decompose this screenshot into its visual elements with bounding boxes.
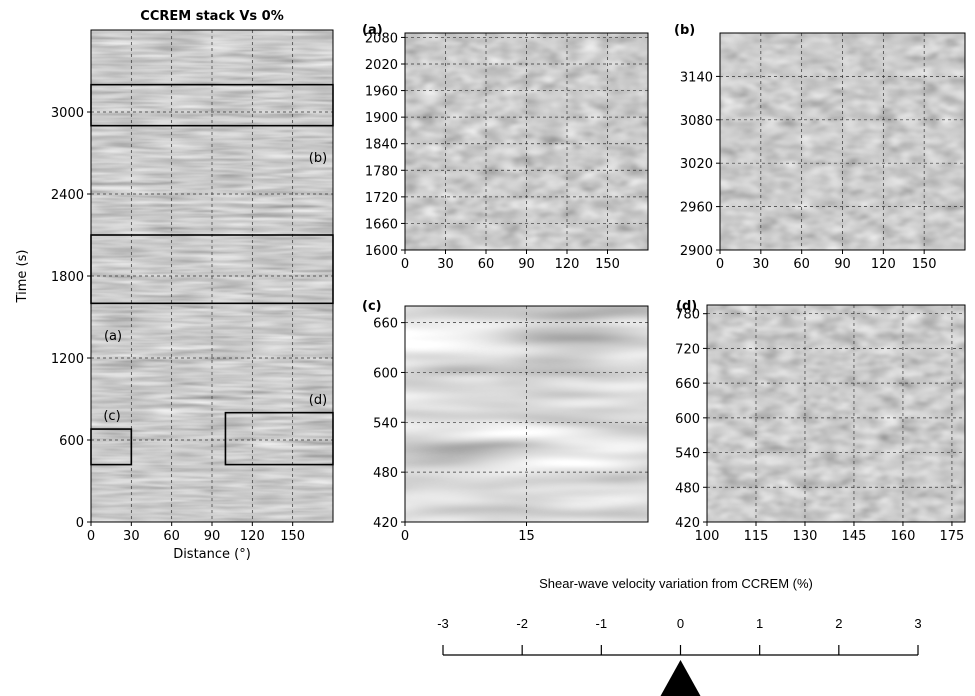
plot-frame: [719, 32, 966, 251]
y-tick-label: 2400: [51, 188, 84, 203]
x-tick-label: 60: [163, 529, 180, 544]
y-tick-label: 600: [675, 412, 700, 427]
plot-frame: [404, 305, 649, 523]
x-tick-label: 0: [716, 257, 724, 272]
y-tick-label: 1840: [365, 138, 398, 153]
x-tick-label: 120: [871, 257, 896, 272]
y-tick-label: 1660: [365, 217, 398, 232]
y-tick-label: 600: [373, 366, 398, 381]
y-tick-label: 1600: [365, 244, 398, 259]
y-tick-label: 660: [373, 317, 398, 332]
y-tick-label: 780: [675, 308, 700, 323]
x-tick-label: 115: [744, 529, 769, 544]
scale-tick-label: -2: [516, 616, 528, 631]
y-tick-label: 480: [373, 466, 398, 481]
x-tick-label: 60: [478, 257, 495, 272]
scale-tick-label: -1: [596, 616, 608, 631]
x-tick-label: 100: [695, 529, 720, 544]
scale-tick-label: 3: [914, 616, 921, 631]
y-tick-label: 1900: [365, 111, 398, 126]
x-tick-label: 145: [842, 529, 867, 544]
x-tick-label: 120: [555, 257, 580, 272]
box-label: (a): [104, 329, 122, 344]
scale-pointer[interactable]: [660, 660, 701, 696]
y-tick-label: 1960: [365, 85, 398, 100]
x-tick-label: 90: [518, 257, 535, 272]
y-tick-label: 660: [675, 377, 700, 392]
y-tick-label: 2960: [680, 201, 713, 216]
scale-tick-label: 1: [756, 616, 763, 631]
x-tick-label: 130: [793, 529, 818, 544]
y-tick-label: 3080: [680, 114, 713, 129]
y-tick-label: 420: [373, 516, 398, 531]
x-tick-label: 150: [912, 257, 937, 272]
y-tick-label: 3140: [680, 70, 713, 85]
x-tick-label: 175: [940, 529, 965, 544]
x-tick-label: 30: [437, 257, 454, 272]
seismic-image: [707, 305, 965, 522]
y-tick-label: 2020: [365, 58, 398, 73]
x-tick-label: 15: [518, 529, 535, 544]
panel-title: (b): [674, 23, 695, 38]
y-tick-label: 2080: [365, 31, 398, 46]
plot-frame: [404, 32, 649, 251]
y-tick-label: 1200: [51, 352, 84, 367]
panel-title: CCREM stack Vs 0%: [140, 9, 283, 24]
scale-tick-label: -3: [437, 616, 449, 631]
x-tick-label: 0: [401, 257, 409, 272]
scale-tick-label: 0: [677, 616, 684, 631]
y-tick-label: 2900: [680, 244, 713, 259]
box-label: (c): [103, 409, 120, 424]
scale-title: Shear-wave velocity variation from CCREM…: [539, 576, 813, 591]
x-tick-label: 30: [753, 257, 770, 272]
y-tick-label: 480: [675, 481, 700, 496]
y-tick-label: 540: [675, 447, 700, 462]
scale-tick-label: 2: [835, 616, 842, 631]
x-tick-label: 150: [280, 529, 305, 544]
x-tick-label: 160: [891, 529, 916, 544]
y-tick-label: 720: [675, 342, 700, 357]
x-tick-label: 30: [123, 529, 140, 544]
y-tick-label: 540: [373, 416, 398, 431]
box-label: (b): [309, 151, 327, 166]
x-tick-label: 0: [87, 529, 95, 544]
zoom-box: [224, 411, 334, 466]
y-tick-label: 1720: [365, 191, 398, 206]
x-tick-label: 90: [834, 257, 851, 272]
panel-title: (d): [676, 299, 697, 314]
y-tick-label: 600: [59, 434, 84, 449]
zoom-box: [90, 83, 334, 127]
panel-title: (a): [362, 23, 383, 38]
x-tick-label: 0: [401, 529, 409, 544]
y-tick-label: 0: [76, 516, 84, 531]
plot-frame: [706, 304, 966, 523]
y-axis-label: Time (s): [15, 250, 30, 304]
x-tick-label: 150: [595, 257, 620, 272]
y-tick-label: 420: [675, 516, 700, 531]
x-tick-label: 120: [240, 529, 265, 544]
panel-title: (c): [362, 299, 382, 314]
zoom-box: [90, 234, 334, 305]
box-label: (d): [309, 393, 327, 408]
y-tick-label: 1800: [51, 270, 84, 285]
y-tick-label: 1780: [365, 164, 398, 179]
y-tick-label: 3020: [680, 157, 713, 172]
x-tick-label: 90: [204, 529, 221, 544]
zoom-box: [90, 428, 133, 466]
x-axis-label: Distance (°): [173, 547, 251, 562]
x-tick-label: 60: [793, 257, 810, 272]
y-tick-label: 3000: [51, 106, 84, 121]
